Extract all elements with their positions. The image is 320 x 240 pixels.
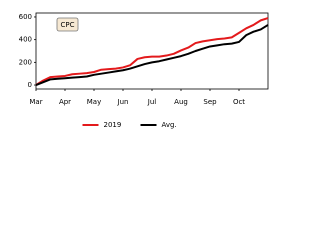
y-tick-label: 600: [19, 13, 32, 21]
x-tick-label: Jun: [117, 98, 129, 106]
annotation: CPC: [56, 17, 79, 32]
x-tick-label: May: [87, 98, 101, 106]
x-tick-label: Sep: [203, 98, 217, 106]
annotation-text: CPC: [61, 21, 75, 29]
y-tick-label: 200: [19, 58, 32, 66]
legend-label: 2019: [104, 121, 122, 129]
chart: 0 200 400 600 Mar Apr May Jun Jul Aug Sep Oct CPC 201…: [19, 12, 269, 129]
series-line: [35, 17, 269, 86]
series-line: [35, 24, 269, 86]
x-tick-label: Apr: [59, 98, 71, 106]
y-tick-label: 400: [19, 36, 32, 44]
y-tick-label: 0: [28, 81, 32, 89]
x-tick-label: Oct: [233, 98, 245, 106]
legend-label: Avg.: [162, 121, 177, 129]
annotation-box: [56, 17, 79, 32]
x-tick-label: Aug: [174, 98, 188, 106]
x-tick-label: Jul: [147, 98, 157, 106]
x-tick-label: Mar: [29, 98, 42, 106]
